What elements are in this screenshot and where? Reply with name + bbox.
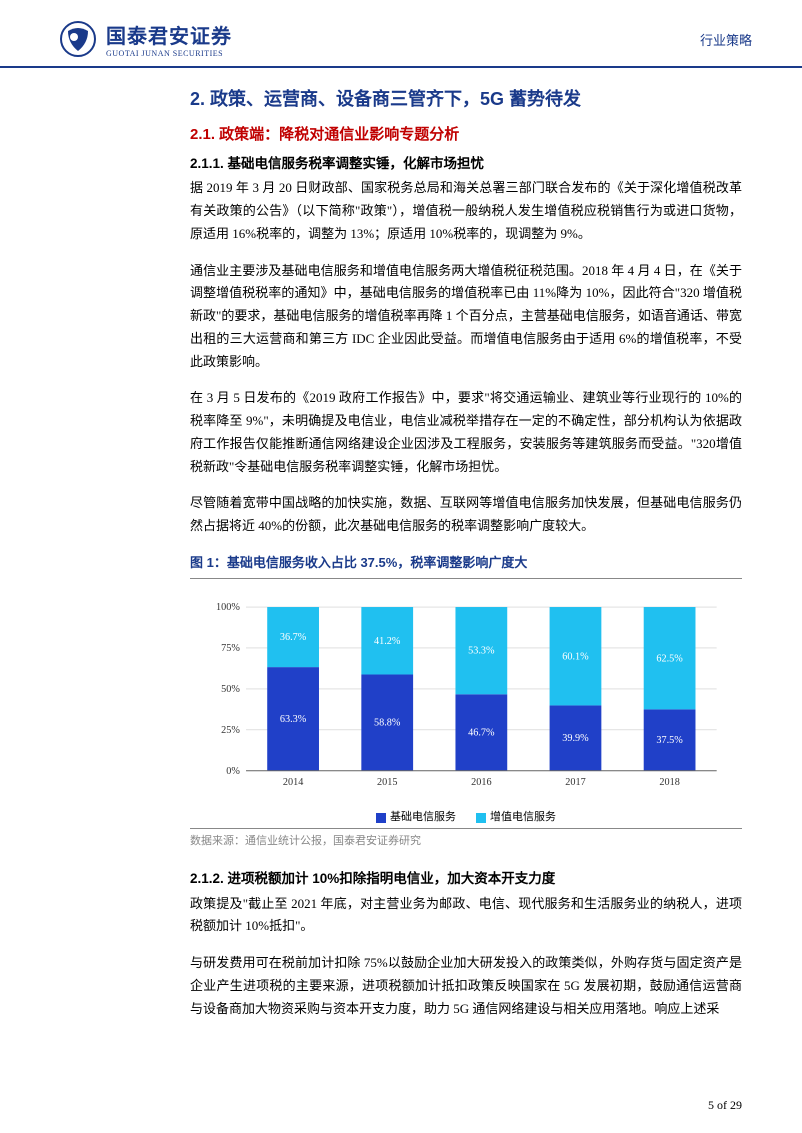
heading-4-1: 2.1.1. 基础电信服务税率调整实锤，化解市场担忧 xyxy=(190,152,742,176)
svg-text:0%: 0% xyxy=(226,765,240,776)
legend-item: 基础电信服务 xyxy=(376,808,456,827)
paragraph: 与研发费用可在税前加计扣除 75%以鼓励企业加大研发投入的政策类似，外购存货与固… xyxy=(190,952,742,1020)
page-number: 5 of 29 xyxy=(708,1098,742,1113)
chart-source: 数据来源：通信业统计公报，国泰君安证券研究 xyxy=(190,828,742,851)
legend-swatch xyxy=(476,813,486,823)
chart-legend: 基础电信服务 增值电信服务 xyxy=(200,808,732,827)
heading-3: 2.1. 政策端：降税对通信业影响专题分析 xyxy=(190,122,742,148)
heading-2: 2. 政策、运营商、设备商三管齐下，5G 蓄势待发 xyxy=(190,84,742,116)
chart-title: 图 1：基础电信服务收入占比 37.5%，税率调整影响广度大 xyxy=(190,552,742,579)
svg-text:75%: 75% xyxy=(221,643,240,654)
legend-swatch xyxy=(376,813,386,823)
svg-text:36.7%: 36.7% xyxy=(280,632,307,643)
company-name-cn: 国泰君安证券 xyxy=(106,20,232,49)
paragraph: 通信业主要涉及基础电信服务和增值电信服务两大增值税征税范围。2018 年 4 月… xyxy=(190,260,742,374)
svg-text:2016: 2016 xyxy=(471,777,491,788)
svg-text:2014: 2014 xyxy=(283,777,303,788)
heading-4-2: 2.1.2. 进项税额加计 10%扣除指明电信业，加大资本开支力度 xyxy=(190,867,742,891)
legend-label: 增值电信服务 xyxy=(490,808,556,827)
svg-text:46.7%: 46.7% xyxy=(468,727,495,738)
svg-text:41.2%: 41.2% xyxy=(374,635,401,646)
main-content: 2. 政策、运营商、设备商三管齐下，5G 蓄势待发 2.1. 政策端：降税对通信… xyxy=(0,68,802,1020)
legend-item: 增值电信服务 xyxy=(476,808,556,827)
company-name-en: GUOTAI JUNAN SECURITIES xyxy=(106,49,232,58)
paragraph: 据 2019 年 3 月 20 日财政部、国家税务总局和海关总署三部门联合发布的… xyxy=(190,177,742,245)
svg-text:50%: 50% xyxy=(221,684,240,695)
svg-text:39.9%: 39.9% xyxy=(562,733,589,744)
svg-text:63.3%: 63.3% xyxy=(280,714,307,725)
svg-text:100%: 100% xyxy=(216,602,240,613)
paragraph: 在 3 月 5 日发布的《2019 政府工作报告》中，要求"将交通运输业、建筑业… xyxy=(190,387,742,478)
svg-text:2017: 2017 xyxy=(565,777,585,788)
svg-text:58.8%: 58.8% xyxy=(374,717,401,728)
svg-text:2018: 2018 xyxy=(659,777,679,788)
svg-text:53.3%: 53.3% xyxy=(468,645,495,656)
stacked-bar-chart: 0% 25% 50% 75% 100% 63.3% 36.7% 2014 58.8% 41.2% 2… xyxy=(200,589,732,799)
company-logo-icon xyxy=(60,21,96,57)
svg-text:37.5%: 37.5% xyxy=(656,735,683,746)
paragraph: 政策提及"截止至 2021 年底，对主营业务为邮政、电信、现代服务和生活服务业的… xyxy=(190,893,742,939)
svg-text:60.1%: 60.1% xyxy=(562,651,589,662)
paragraph: 尽管随着宽带中国战略的加快实施，数据、互联网等增值电信服务加快发展，但基础电信服… xyxy=(190,492,742,538)
page-header: 国泰君安证券 GUOTAI JUNAN SECURITIES 行业策略 xyxy=(0,0,802,68)
logo-area: 国泰君安证券 GUOTAI JUNAN SECURITIES xyxy=(60,20,232,58)
svg-text:2015: 2015 xyxy=(377,777,397,788)
legend-label: 基础电信服务 xyxy=(390,808,456,827)
svg-text:62.5%: 62.5% xyxy=(656,653,683,664)
doc-category: 行业策略 xyxy=(700,30,752,49)
svg-text:25%: 25% xyxy=(221,725,240,736)
chart-container: 0% 25% 50% 75% 100% 63.3% 36.7% 2014 58.8% 41.2% 2… xyxy=(190,583,742,828)
logo-text: 国泰君安证券 GUOTAI JUNAN SECURITIES xyxy=(106,20,232,58)
